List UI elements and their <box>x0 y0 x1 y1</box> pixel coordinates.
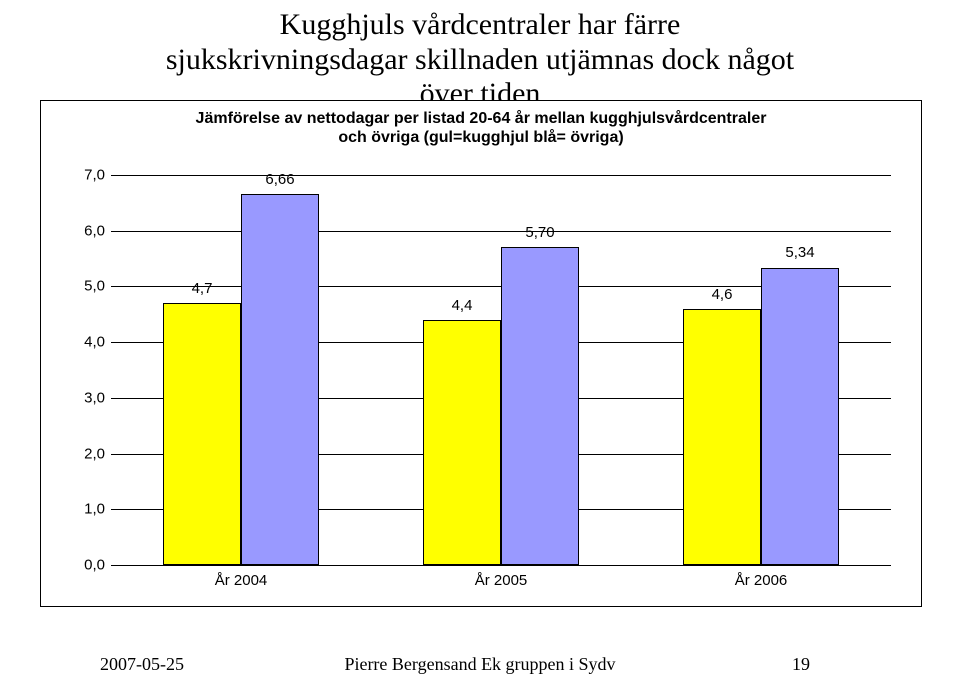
bar-övriga <box>241 194 319 565</box>
chart-plot-area: 0,01,02,03,04,05,06,07,0År 20044,76,66År… <box>111 175 891 565</box>
y-tick-label: 2,0 <box>84 445 105 462</box>
bar-value-label: 5,70 <box>525 224 554 241</box>
x-tick-label: År 2006 <box>735 572 788 589</box>
bar-kugghjul <box>683 309 761 565</box>
bar-övriga <box>501 247 579 565</box>
bar-kugghjul <box>163 303 241 565</box>
page-title: Kugghjuls vårdcentraler har färre sjuksk… <box>0 8 960 112</box>
chart-subtitle: Jämförelse av nettodagar per listad 20-6… <box>41 109 921 147</box>
chart-subtitle-line-2: och övriga (gul=kugghjul blå= övriga) <box>338 129 623 146</box>
y-tick-label: 4,0 <box>84 334 105 351</box>
bar-value-label: 4,4 <box>452 297 473 314</box>
title-line-2: sjukskrivningsdagar skillnaden utjämnas … <box>166 43 794 76</box>
bar-value-label: 5,34 <box>785 244 814 261</box>
y-tick-label: 3,0 <box>84 389 105 406</box>
gridline <box>111 175 891 176</box>
x-tick-label: År 2005 <box>475 572 528 589</box>
y-tick-label: 5,0 <box>84 278 105 295</box>
bar-value-label: 6,66 <box>265 171 294 188</box>
y-tick-label: 6,0 <box>84 222 105 239</box>
title-line-1: Kugghjuls vårdcentraler har färre <box>280 8 681 41</box>
bar-value-label: 4,6 <box>712 286 733 303</box>
bar-value-label: 4,7 <box>192 280 213 297</box>
y-tick-label: 7,0 <box>84 167 105 184</box>
chart-frame: Jämförelse av nettodagar per listad 20-6… <box>40 100 922 607</box>
gridline <box>111 565 891 566</box>
footer-page-number: 19 <box>792 654 810 675</box>
y-tick-label: 0,0 <box>84 557 105 574</box>
footer-author: Pierre Bergensand Ek gruppen i Sydv <box>0 654 960 675</box>
x-tick-label: År 2004 <box>215 572 268 589</box>
y-tick-label: 1,0 <box>84 501 105 518</box>
slide-root: Kugghjuls vårdcentraler har färre sjuksk… <box>0 0 960 660</box>
bar-övriga <box>761 268 839 566</box>
chart-subtitle-line-1: Jämförelse av nettodagar per listad 20-6… <box>196 110 767 127</box>
bar-kugghjul <box>423 320 501 565</box>
gridline <box>111 231 891 232</box>
